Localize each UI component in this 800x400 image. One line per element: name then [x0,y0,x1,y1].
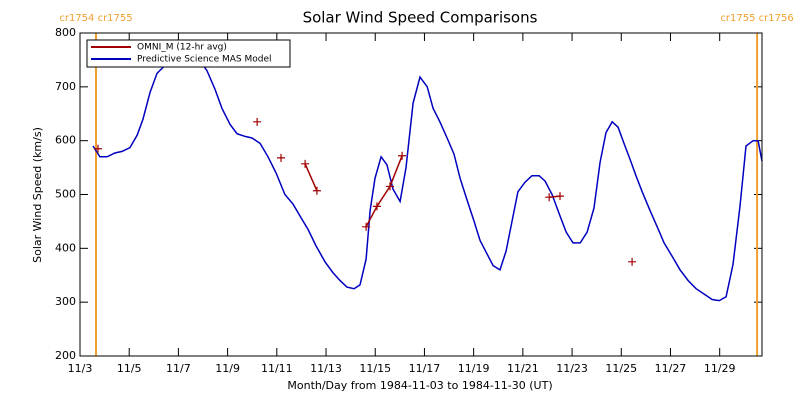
x-tick-label: 11/11 [261,362,293,375]
data-point [545,193,554,202]
legend-label: Predictive Science MAS Model [137,55,272,65]
chart-title: Solar Wind Speed Comparisons [303,9,538,27]
data-point [253,117,262,126]
y-tick-label: 800 [55,26,76,39]
boundary-label: cr1754 cr1755 [59,13,132,24]
data-point [362,222,371,231]
x-tick-label: 11/17 [409,362,441,375]
x-tick-label: 11/23 [556,362,588,375]
x-tick-label: 11/19 [458,362,490,375]
y-tick-label: 500 [55,188,76,201]
data-point [312,186,321,195]
x-tick-label: 11/5 [117,362,142,375]
x-tick-label: 11/27 [655,362,687,375]
data-point [93,144,102,153]
legend-box [86,39,291,68]
x-tick-label: 11/29 [704,362,736,375]
series-line [92,58,763,302]
x-axis-label: Month/Day from 1984-11-03 to 1984-11-30 … [287,379,552,392]
data-point [628,257,637,266]
data-point [277,153,286,162]
plot-frame [79,32,763,357]
x-tick-label: 11/25 [605,362,637,375]
x-tick-label: 11/9 [215,362,240,375]
x-tick-label: 11/7 [166,362,191,375]
y-axis-label: Solar Wind Speed (km/s) [31,127,44,263]
x-tick-label: 11/13 [310,362,342,375]
y-tick-label: 400 [55,241,76,254]
legend-label: OMNI_M (12-hr avg) [137,43,227,53]
data-point [398,151,407,160]
x-tick-label: 11/21 [507,362,539,375]
data-point [301,159,310,168]
x-tick-label: 11/3 [68,362,93,375]
x-tick-label: 11/15 [359,362,391,375]
y-tick-label: 700 [55,80,76,93]
y-tick-label: 300 [55,295,76,308]
data-point [372,202,381,211]
y-tick-label: 600 [55,134,76,147]
data-point [556,192,565,201]
y-tick-label: 200 [55,349,76,362]
boundary-label: cr1755 cr1756 [720,13,793,24]
data-point [386,182,394,191]
